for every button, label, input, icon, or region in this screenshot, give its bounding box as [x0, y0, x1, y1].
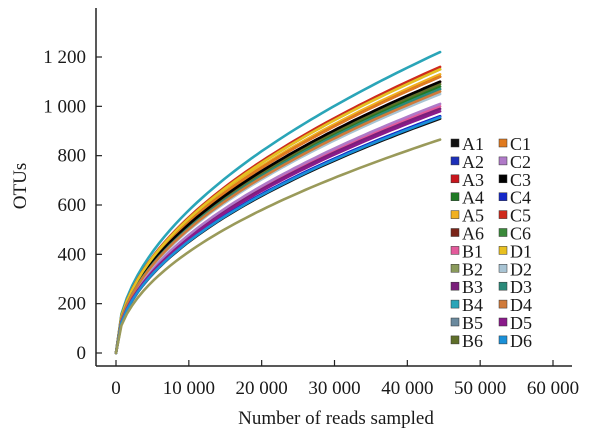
legend-label-d3: D3 — [510, 277, 532, 297]
legend-swatch-a3 — [450, 174, 460, 184]
legend-swatch-c3 — [498, 174, 508, 184]
series-line-d4 — [114, 90, 442, 355]
legend-label-c6: C6 — [510, 224, 531, 244]
legend-label-b5: B5 — [462, 313, 483, 333]
x-tick-label: 60 000 — [527, 378, 579, 399]
legend-label-b2: B2 — [462, 259, 483, 279]
x-axis-title: Number of reads sampled — [238, 408, 434, 429]
legend-swatch-c2 — [498, 156, 508, 166]
x-tick-label: 40 000 — [381, 378, 433, 399]
series-line-a6 — [114, 75, 442, 355]
legend-label-b1: B1 — [462, 241, 483, 261]
legend-swatch-d6 — [498, 335, 508, 345]
legend-label-b3: B3 — [462, 277, 483, 297]
series-line-d2 — [114, 92, 442, 355]
series-line-a5 — [114, 73, 442, 355]
legend-label-d6: D6 — [510, 331, 532, 351]
legend-label-c1: C1 — [510, 134, 531, 154]
x-tick-label: 30 000 — [308, 378, 360, 399]
legend-label-c2: C2 — [510, 152, 531, 172]
legend-swatch-c6 — [498, 228, 508, 237]
legend-label-a6: A6 — [462, 224, 484, 244]
legend-swatch-a4 — [450, 192, 460, 201]
series-line-d6 — [114, 116, 442, 355]
legend-swatch-b5 — [450, 317, 460, 327]
legend-swatch-c1 — [498, 138, 508, 148]
x-tick-label: 20 000 — [236, 378, 288, 399]
y-tick-label: 200 — [58, 294, 87, 315]
series-line-c1 — [114, 75, 442, 355]
legend-swatch-a2 — [450, 156, 460, 166]
legend-swatch-b4 — [450, 299, 460, 309]
legend-swatch-c4 — [498, 192, 508, 201]
legend-swatch-d5 — [498, 317, 508, 327]
y-tick-label: 1 200 — [43, 47, 86, 68]
legend-label-d5: D5 — [510, 313, 532, 333]
series-line-d1 — [114, 68, 442, 355]
legend-label-c5: C5 — [510, 206, 531, 226]
plot-curves — [114, 50, 442, 355]
legend-label-a5: A5 — [462, 206, 484, 226]
legend-label-a1: A1 — [462, 134, 484, 154]
series-line-b3 — [114, 107, 442, 355]
legend-swatch-c5 — [498, 210, 508, 219]
y-tick-label: 1 000 — [43, 96, 86, 117]
legend-label-a2: A2 — [462, 152, 484, 172]
y-tick-label: 600 — [58, 195, 87, 216]
legend-label-c4: C4 — [510, 188, 531, 208]
legend-swatch-b1 — [450, 246, 460, 255]
series-line-c3 — [114, 80, 442, 355]
legend-label-d1: D1 — [510, 241, 532, 261]
legend-label-d2: D2 — [510, 259, 532, 279]
series-line-b2-low — [114, 138, 442, 355]
legend-swatch-b3 — [450, 281, 460, 291]
series-line-d5 — [114, 110, 442, 355]
legend-label-b4: B4 — [462, 295, 483, 315]
x-tick-label: 50 000 — [454, 378, 506, 399]
series-line-b1 — [114, 105, 442, 355]
legend-swatch-a1 — [450, 138, 460, 148]
series-line-c2 — [114, 102, 442, 355]
y-tick-label: 800 — [58, 146, 87, 167]
y-tick-label: 400 — [58, 244, 87, 265]
legend-swatch-b6 — [450, 335, 460, 345]
legend-swatch-d3 — [498, 281, 508, 291]
legend-label-d4: D4 — [510, 295, 532, 315]
x-tick-label: 0 — [111, 378, 121, 399]
legend-swatch-d4 — [498, 299, 508, 309]
series-line-b4 — [114, 50, 442, 355]
axes — [95, 8, 572, 367]
legend-swatch-d2 — [498, 264, 508, 273]
legend-label-b6: B6 — [462, 331, 483, 351]
legend-swatch-a6 — [450, 228, 460, 237]
legend-label-a3: A3 — [462, 170, 484, 190]
x-tick-label: 10 000 — [163, 378, 215, 399]
legend-swatch-d1 — [498, 246, 508, 255]
legend-label-a4: A4 — [462, 188, 484, 208]
legend-label-c3: C3 — [510, 170, 531, 190]
legend-swatch-a5 — [450, 210, 460, 219]
legend-swatch-b2 — [450, 264, 460, 273]
y-axis-title: OTUs — [10, 163, 31, 209]
y-tick-label: 0 — [77, 343, 87, 364]
tick-labels: 0 200 400 600 800 1 000 1 200 0 10 000 20 000 30 0… — [43, 47, 579, 399]
